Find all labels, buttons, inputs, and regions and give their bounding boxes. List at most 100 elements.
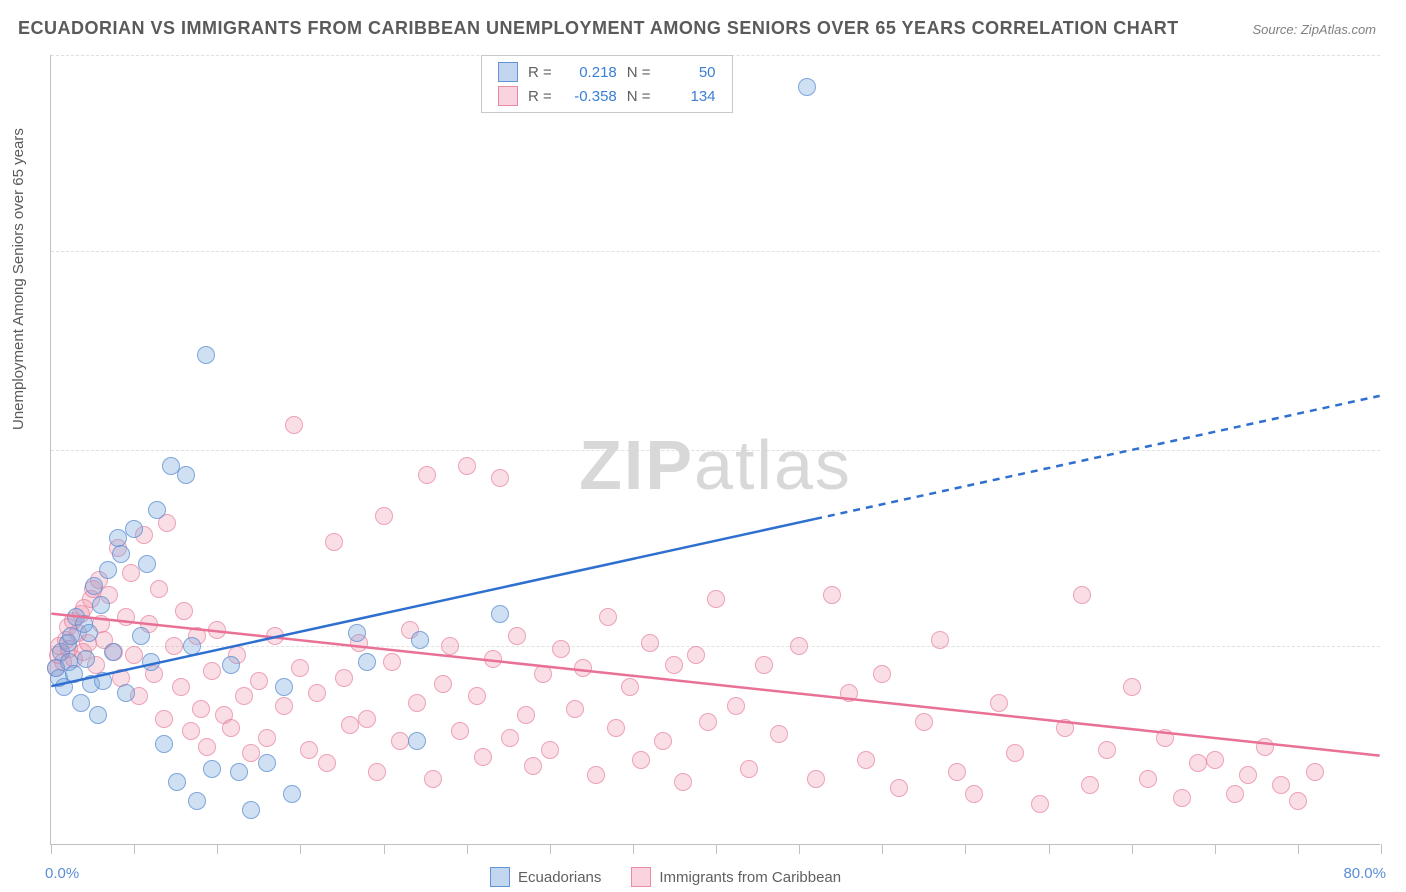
point-caribbean xyxy=(790,637,808,655)
point-ecuadorian xyxy=(138,555,156,573)
point-caribbean xyxy=(318,754,336,772)
point-caribbean xyxy=(524,757,542,775)
grid-line xyxy=(51,251,1380,252)
point-ecuadorian xyxy=(358,653,376,671)
n-label: N = xyxy=(627,64,651,81)
point-caribbean xyxy=(175,602,193,620)
point-caribbean xyxy=(192,700,210,718)
point-caribbean xyxy=(840,684,858,702)
y-axis-label: Unemployment Among Seniors over 65 years xyxy=(10,128,27,430)
x-axis-min-label: 0.0% xyxy=(45,865,79,882)
point-ecuadorian xyxy=(411,631,429,649)
point-caribbean xyxy=(165,637,183,655)
point-caribbean xyxy=(291,659,309,677)
legend-label: Immigrants from Caribbean xyxy=(659,869,841,886)
point-ecuadorian xyxy=(275,678,293,696)
point-caribbean xyxy=(341,716,359,734)
point-caribbean xyxy=(574,659,592,677)
point-caribbean xyxy=(1206,751,1224,769)
point-caribbean xyxy=(155,710,173,728)
point-ecuadorian xyxy=(230,763,248,781)
point-caribbean xyxy=(1272,776,1290,794)
legend-item-blue: Ecuadorians xyxy=(490,867,601,887)
point-caribbean xyxy=(1123,678,1141,696)
point-caribbean xyxy=(931,631,949,649)
point-caribbean xyxy=(391,732,409,750)
point-ecuadorian xyxy=(117,684,135,702)
x-tick xyxy=(134,844,135,854)
point-caribbean xyxy=(451,722,469,740)
grid-line xyxy=(51,646,1380,647)
point-caribbean xyxy=(408,694,426,712)
point-ecuadorian xyxy=(89,706,107,724)
point-caribbean xyxy=(990,694,1008,712)
point-caribbean xyxy=(915,713,933,731)
point-caribbean xyxy=(491,469,509,487)
point-caribbean xyxy=(203,662,221,680)
point-caribbean xyxy=(335,669,353,687)
point-caribbean xyxy=(1006,744,1024,762)
point-caribbean xyxy=(117,608,135,626)
point-caribbean xyxy=(458,457,476,475)
point-caribbean xyxy=(1098,741,1116,759)
point-caribbean xyxy=(687,646,705,664)
watermark-bold: ZIP xyxy=(579,426,694,504)
point-caribbean xyxy=(325,533,343,551)
y-tick-label: 12.5% xyxy=(1390,442,1406,459)
point-caribbean xyxy=(222,719,240,737)
point-caribbean xyxy=(599,608,617,626)
x-axis-max-label: 80.0% xyxy=(1343,865,1386,882)
point-caribbean xyxy=(125,646,143,664)
point-caribbean xyxy=(727,697,745,715)
r-label: R = xyxy=(528,88,552,105)
point-caribbean xyxy=(1256,738,1274,756)
point-ecuadorian xyxy=(348,624,366,642)
point-caribbean xyxy=(541,741,559,759)
point-caribbean xyxy=(1081,776,1099,794)
point-caribbean xyxy=(823,586,841,604)
point-caribbean xyxy=(965,785,983,803)
point-caribbean xyxy=(566,700,584,718)
point-ecuadorian xyxy=(177,466,195,484)
point-ecuadorian xyxy=(99,561,117,579)
point-caribbean xyxy=(534,665,552,683)
point-caribbean xyxy=(552,640,570,658)
point-ecuadorian xyxy=(80,624,98,642)
point-caribbean xyxy=(182,722,200,740)
point-caribbean xyxy=(1073,586,1091,604)
point-caribbean xyxy=(641,634,659,652)
point-ecuadorian xyxy=(85,577,103,595)
x-tick xyxy=(799,844,800,854)
point-ecuadorian xyxy=(92,596,110,614)
point-caribbean xyxy=(674,773,692,791)
point-ecuadorian xyxy=(203,760,221,778)
source-attribution: Source: ZipAtlas.com xyxy=(1252,22,1376,37)
stats-row-blue: R = 0.218 N = 50 xyxy=(498,62,716,82)
point-ecuadorian xyxy=(222,656,240,674)
watermark-rest: atlas xyxy=(694,426,852,504)
point-ecuadorian xyxy=(188,792,206,810)
swatch-blue-icon xyxy=(498,62,518,82)
point-caribbean xyxy=(1189,754,1207,772)
point-ecuadorian xyxy=(197,346,215,364)
x-tick xyxy=(550,844,551,854)
point-caribbean xyxy=(275,697,293,715)
point-caribbean xyxy=(300,741,318,759)
point-ecuadorian xyxy=(491,605,509,623)
x-tick xyxy=(467,844,468,854)
point-caribbean xyxy=(1226,785,1244,803)
point-ecuadorian xyxy=(148,501,166,519)
point-ecuadorian xyxy=(242,801,260,819)
point-caribbean xyxy=(1306,763,1324,781)
point-caribbean xyxy=(755,656,773,674)
point-ecuadorian xyxy=(155,735,173,753)
n-label: N = xyxy=(627,88,651,105)
point-ecuadorian xyxy=(94,672,112,690)
swatch-blue-icon xyxy=(490,867,510,887)
point-caribbean xyxy=(383,653,401,671)
point-ecuadorian xyxy=(183,637,201,655)
point-caribbean xyxy=(358,710,376,728)
point-ecuadorian xyxy=(72,694,90,712)
point-ecuadorian xyxy=(77,650,95,668)
point-ecuadorian xyxy=(408,732,426,750)
